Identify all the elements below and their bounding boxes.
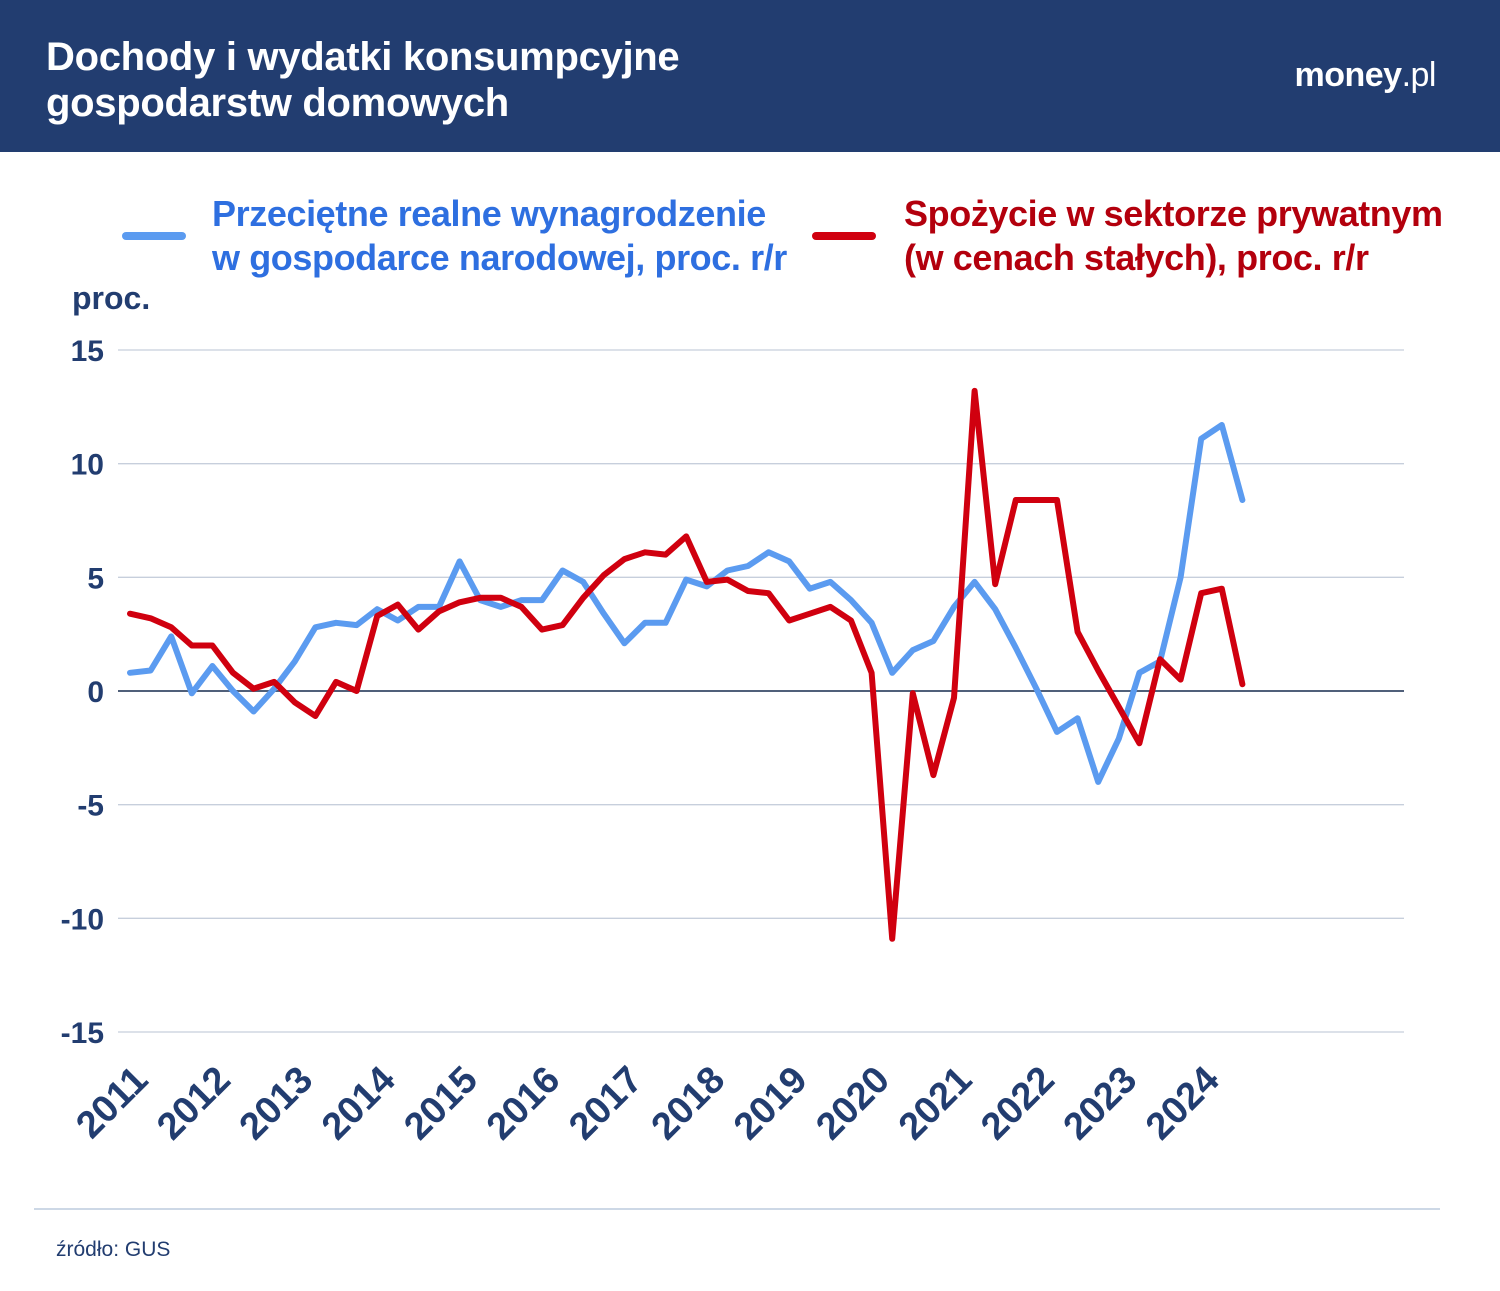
header-bar: Dochody i wydatki konsumpcyjne gospodars… [0, 0, 1500, 152]
page-title: Dochody i wydatki konsumpcyjne gospodars… [46, 34, 680, 126]
y-tick-label: -5 [77, 790, 104, 823]
x-tick-label: 2011 [68, 1059, 156, 1147]
x-tick-label: 2014 [314, 1059, 403, 1148]
brand-name: money [1294, 56, 1402, 94]
title-line-2: gospodarstw domowych [46, 81, 509, 125]
x-tick-label: 2017 [561, 1059, 650, 1148]
legend-consumption-label: Spożycie w sektorze prywatnym (w cenach … [904, 192, 1443, 280]
legend-wages-line-1: Przeciętne realne wynagrodzenie [212, 193, 766, 234]
title-line-1: Dochody i wydatki konsumpcyjne [46, 35, 680, 79]
series-line-consumption [127, 387, 1246, 942]
legend-wages-swatch [122, 232, 186, 240]
y-tick-labels: 15 10 5 0 -5 -10 -15 [61, 335, 104, 1050]
y-tick-label: 10 [71, 449, 104, 482]
y-tick-label: -10 [61, 903, 104, 936]
x-tick-label: 2024 [1138, 1059, 1227, 1148]
x-tick-label: 2013 [232, 1059, 321, 1148]
x-tick-label: 2023 [1056, 1059, 1145, 1148]
series-lines [127, 387, 1246, 942]
legend-consumption-line-1: Spożycie w sektorze prywatnym [904, 193, 1443, 234]
x-tick-label: 2022 [973, 1059, 1062, 1148]
brand-domain: .pl [1401, 56, 1437, 94]
footer-divider [34, 1208, 1440, 1210]
brand-logo[interactable]: money.pl [1294, 56, 1436, 95]
x-tick-label: 2019 [726, 1059, 815, 1148]
y-tick-label: 15 [71, 335, 104, 368]
legend-wages-label: Przeciętne realne wynagrodzenie w gospod… [212, 192, 787, 280]
y-tick-label: 5 [87, 562, 104, 595]
x-tick-labels: 2011201220132014201520162017201820192020… [68, 1059, 1227, 1148]
grid-lines [118, 349, 1404, 1033]
x-tick-label: 2015 [396, 1059, 485, 1148]
x-tick-label: 2021 [891, 1059, 980, 1148]
series-line-wages [127, 422, 1246, 785]
x-tick-label: 2018 [644, 1059, 733, 1148]
y-tick-label: -15 [61, 1017, 104, 1050]
y-tick-label: 0 [87, 676, 104, 709]
x-tick-label: 2012 [149, 1059, 238, 1148]
legend-consumption-swatch [812, 232, 876, 240]
y-axis-unit-label: proc. [72, 280, 151, 316]
legend-wages-line-2: w gospodarce narodowej, proc. r/r [212, 237, 787, 278]
x-tick-label: 2020 [808, 1059, 897, 1148]
legend-consumption-line-2: (w cenach stałych), proc. r/r [904, 237, 1369, 278]
source-note: źródło: GUS [56, 1238, 171, 1261]
x-tick-label: 2016 [479, 1059, 568, 1148]
